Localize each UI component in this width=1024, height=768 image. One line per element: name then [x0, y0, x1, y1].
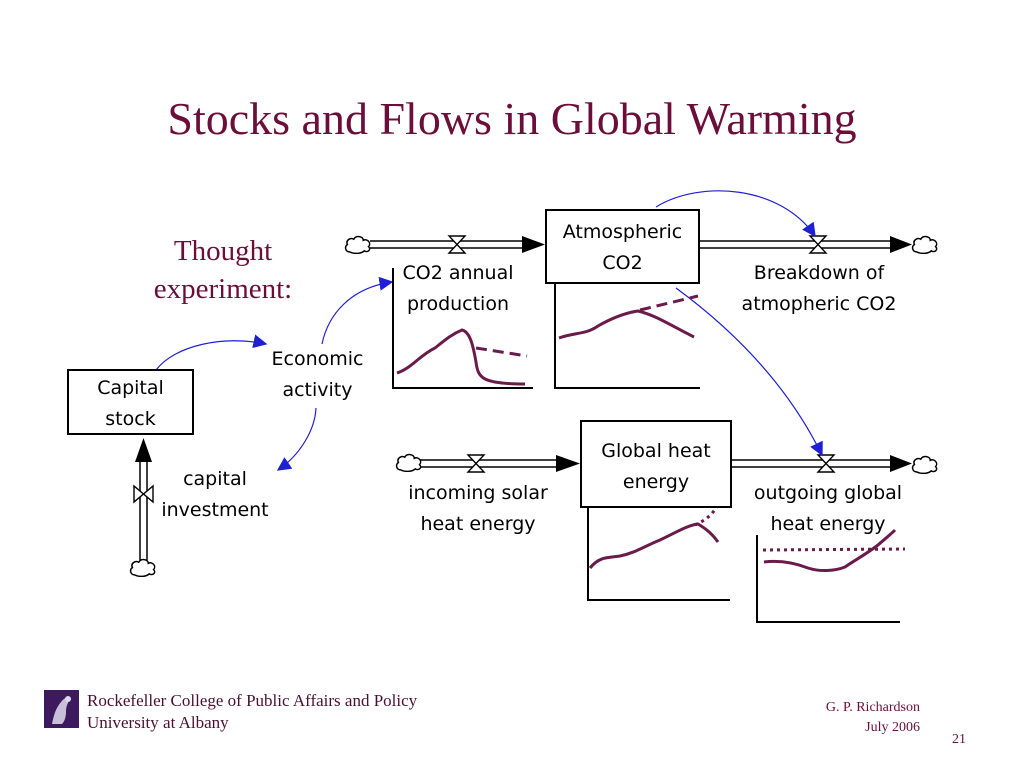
- college-logo: [44, 690, 79, 728]
- sink-cloud-icon: [911, 455, 938, 474]
- graph-line-dotted: [694, 504, 720, 527]
- outgoing-line-2: heat energy: [770, 513, 886, 535]
- stock-co2-line-2: CO2: [602, 252, 643, 274]
- graph-line-solid: [558, 309, 695, 340]
- stock-global-heat[interactable]: Global heat energy: [580, 420, 732, 508]
- stock-heat-line-2: energy: [622, 471, 690, 493]
- footer-institution-line-1: Rockefeller College of Public Affairs an…: [87, 691, 418, 710]
- footer-institution: Rockefeller College of Public Affairs an…: [87, 690, 417, 734]
- pipe-outgoing-global: [732, 454, 912, 473]
- graph-global-heat: [587, 504, 730, 601]
- pipe-capital-investment: [133, 438, 154, 560]
- slide-title: Stocks and Flows in Global Warming: [167, 93, 857, 144]
- flow-capital-investment-label: capital investment: [150, 464, 280, 526]
- footer-institution-line-2: University at Albany: [87, 713, 229, 732]
- investment-line-1: capital: [183, 468, 247, 490]
- graph-co2-production: [392, 268, 533, 389]
- link-co2-to-breakdown: [655, 190, 816, 238]
- flow-outgoing-global-label: outgoing global heat energy: [738, 478, 918, 540]
- thought-experiment-label: Thought experiment:: [128, 232, 318, 308]
- stock-heat-line-1: Global heat: [601, 440, 711, 462]
- graph-line-solid: [588, 522, 720, 569]
- stock-atmospheric-co2[interactable]: Atmospheric CO2: [545, 209, 700, 284]
- economic-line-1: Economic: [271, 348, 364, 370]
- footer-author-block: G. P. Richardson July 2006: [826, 698, 920, 738]
- graph-line-dashed: [639, 294, 699, 312]
- graph-line-solid: [396, 328, 526, 386]
- stock-capital-line-1: Capital: [97, 377, 164, 399]
- stock-capital-line-2: stock: [105, 408, 156, 430]
- graph-atmospheric-co2: [554, 282, 700, 389]
- co2-production-line-1: CO2 annual: [402, 262, 514, 284]
- flow-breakdown-label: Breakdown of atmopheric CO2: [724, 258, 914, 320]
- breakdown-line-1: Breakdown of: [753, 262, 885, 284]
- investment-line-2: investment: [161, 499, 269, 521]
- thought-line-1: Thought: [173, 235, 273, 267]
- source-cloud-icon: [344, 235, 371, 254]
- link-economic-to-co2-production: [321, 276, 394, 345]
- page-number: 21: [952, 732, 966, 747]
- link-economic-to-investment: [276, 407, 317, 471]
- breakdown-line-2: atmopheric CO2: [741, 293, 897, 315]
- link-co2-to-outgoing: [675, 287, 823, 457]
- outgoing-line-1: outgoing global: [753, 482, 903, 504]
- sink-cloud-icon: [911, 235, 938, 254]
- source-cloud-icon: [129, 558, 156, 577]
- source-cloud-icon: [395, 453, 422, 472]
- aux-economic-activity-label: Economic activity: [255, 344, 380, 406]
- economic-line-2: activity: [282, 379, 353, 401]
- incoming-line-2: heat energy: [420, 513, 536, 535]
- link-capital-to-economic: [155, 334, 268, 371]
- seal-icon: [44, 690, 79, 728]
- graph-outgoing-heat: [756, 528, 906, 623]
- flow-co2-production-label: CO2 annual production: [383, 258, 533, 320]
- pipe-co2-production: [370, 235, 545, 254]
- graph-line-dashed: [475, 346, 528, 358]
- co2-production-line-2: production: [406, 293, 510, 315]
- graph-line-dotted: [762, 547, 906, 552]
- incoming-line-1: incoming solar: [408, 482, 548, 504]
- thought-line-2: experiment:: [153, 273, 293, 305]
- footer-author: G. P. Richardson: [825, 700, 920, 715]
- graph-line-solid: [763, 528, 897, 572]
- pipe-incoming-solar: [420, 454, 580, 473]
- footer-date: July 2006: [865, 720, 920, 735]
- stock-co2-line-1: Atmospheric: [562, 221, 683, 243]
- stock-capital[interactable]: Capital stock: [67, 369, 194, 435]
- pipe-breakdown: [700, 235, 912, 254]
- flow-incoming-solar-label: incoming solar heat energy: [393, 478, 563, 540]
